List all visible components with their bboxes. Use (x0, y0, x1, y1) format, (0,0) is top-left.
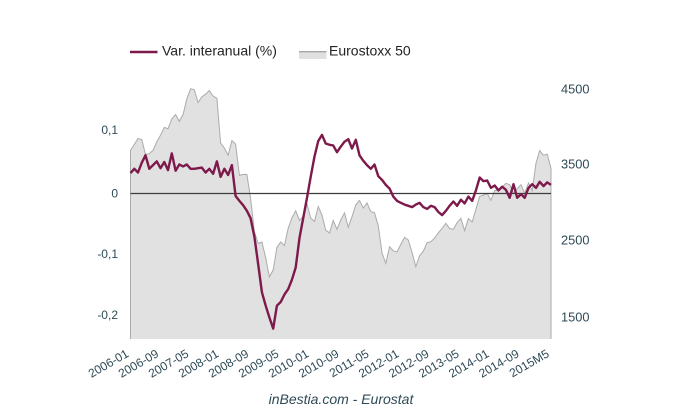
svg-text:0: 0 (111, 187, 118, 201)
svg-text:-0,1: -0,1 (97, 247, 118, 261)
svg-text:4500: 4500 (561, 81, 589, 96)
svg-text:2500: 2500 (561, 233, 589, 248)
svg-text:3500: 3500 (561, 157, 589, 172)
svg-text:0,1: 0,1 (101, 123, 118, 137)
svg-text:inBestia.com - Eurostat: inBestia.com - Eurostat (269, 391, 415, 407)
svg-text:-0,2: -0,2 (97, 308, 118, 322)
svg-text:Var. interanual (%): Var. interanual (%) (162, 43, 277, 59)
svg-text:1500: 1500 (561, 310, 589, 325)
svg-text:Eurostoxx 50: Eurostoxx 50 (329, 43, 411, 59)
